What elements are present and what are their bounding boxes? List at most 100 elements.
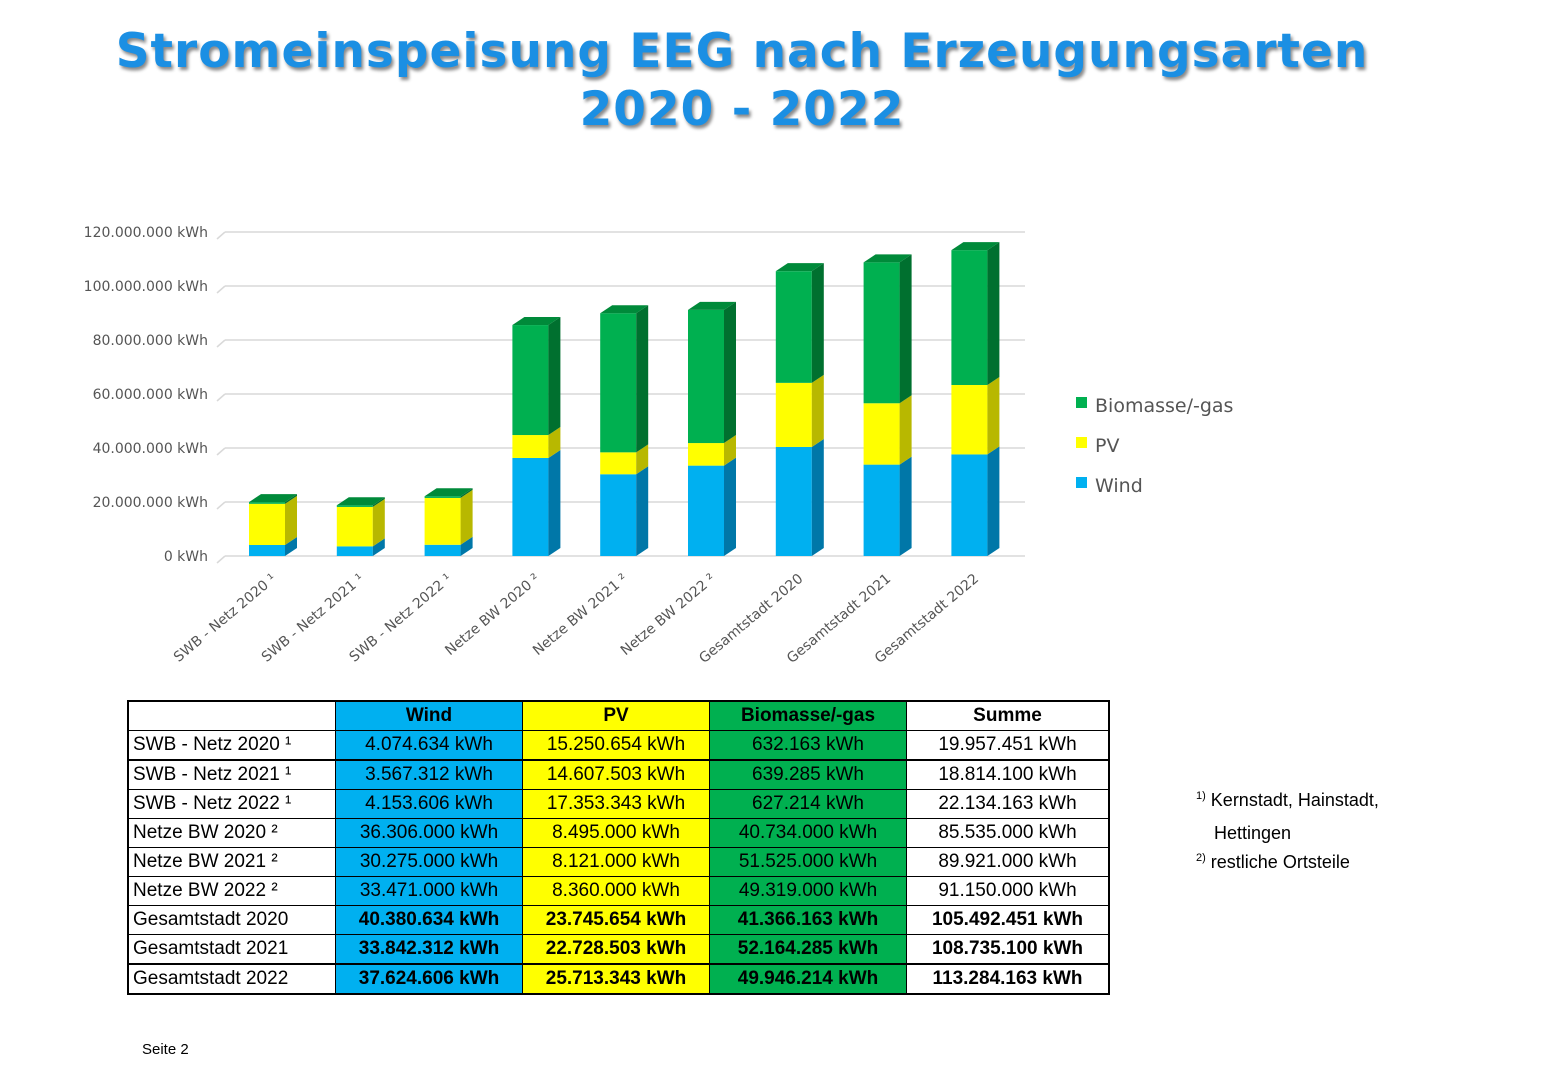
footnote-1-mark: 1) bbox=[1196, 790, 1206, 802]
gridline-depth bbox=[216, 285, 226, 294]
y-tick-label: 40.000.000 kWh bbox=[93, 441, 208, 457]
bar-side bbox=[372, 498, 385, 547]
bar-top bbox=[775, 263, 824, 272]
bar-top bbox=[249, 494, 297, 503]
table-cell: 52.164.285 kWh bbox=[709, 934, 907, 965]
gridline-depth bbox=[216, 393, 226, 402]
table-row: SWB - Netz 2022 ¹ 4.153.606 kWh 17.353.343… bbox=[127, 789, 1110, 819]
bar-top bbox=[512, 317, 561, 326]
column-header: Wind bbox=[335, 700, 523, 731]
column-header: Biomasse/-gas bbox=[709, 700, 907, 731]
bar-wind-segment bbox=[249, 544, 285, 556]
bar-side bbox=[285, 495, 297, 545]
table-cell: 25.713.343 kWh bbox=[522, 963, 710, 995]
y-tick-label: 0 kWh bbox=[164, 549, 208, 565]
table-cell: 108.735.100 kWh bbox=[906, 934, 1110, 965]
legend-swatch bbox=[1076, 477, 1087, 488]
row-label: Gesamtstadt 2020 bbox=[127, 905, 336, 935]
gridline-depth bbox=[216, 231, 226, 240]
bar-side bbox=[548, 427, 561, 458]
table-cell: 30.275.000 kWh bbox=[335, 847, 523, 877]
bar-wind-segment bbox=[863, 464, 900, 556]
bar-side bbox=[987, 376, 1000, 455]
bar-pv-segment bbox=[424, 497, 461, 545]
legend-swatch bbox=[1076, 437, 1087, 448]
table-cell: 17.353.343 kWh bbox=[522, 789, 710, 819]
footnote-2: 2) restliche Ortsteile bbox=[1196, 852, 1350, 873]
table-cell: 40.734.000 kWh bbox=[709, 818, 907, 848]
x-tick-label: Netze BW 2022 ² bbox=[618, 571, 719, 659]
bar-wind-segment bbox=[600, 474, 637, 556]
bar-biomassegas-segment bbox=[600, 313, 637, 453]
table-cell: 36.306.000 kWh bbox=[335, 818, 523, 848]
bar-side bbox=[899, 254, 912, 404]
y-tick-label: 100.000.000 kWh bbox=[84, 279, 208, 295]
table-cell: 627.214 kWh bbox=[709, 789, 907, 819]
table-cell: 8.121.000 kWh bbox=[522, 847, 710, 877]
stacked-bar-chart: 0 kWh 20.000.000 kWh 40.000.000 kWh 60.000.… bbox=[84, 225, 1234, 667]
bar-side bbox=[636, 444, 649, 475]
bar-pv-segment bbox=[688, 443, 724, 466]
page-label: Seite 2 bbox=[142, 1041, 189, 1058]
table-cell: 8.495.000 kWh bbox=[522, 818, 710, 848]
table-cell: 22.134.163 kWh bbox=[906, 789, 1110, 819]
table-cell: 49.946.214 kWh bbox=[709, 963, 907, 995]
title-line-2: 2020 - 2022 bbox=[579, 82, 905, 137]
row-label: Gesamtstadt 2022 bbox=[127, 963, 336, 995]
table-cell: 632.163 kWh bbox=[709, 730, 907, 761]
bar-side bbox=[636, 305, 649, 453]
bar-side bbox=[548, 449, 561, 556]
bar-side bbox=[987, 446, 1000, 556]
footnote-2-mark: 2) bbox=[1196, 852, 1206, 864]
table-cell: 51.525.000 kWh bbox=[709, 847, 907, 877]
column-header: Summe bbox=[906, 700, 1110, 731]
bar-side bbox=[460, 488, 473, 498]
table-row: SWB - Netz 2020 ¹ 4.074.634 kWh 15.250.654… bbox=[127, 730, 1110, 761]
footnote-1-cont: Hettingen bbox=[1214, 823, 1292, 843]
y-tick-label: 60.000.000 kWh bbox=[93, 387, 208, 403]
row-label: SWB - Netz 2022 ¹ bbox=[127, 789, 336, 819]
gridline-depth bbox=[216, 501, 226, 510]
table-row: Netze BW 2020 ² 36.306.000 kWh 8.495.000 k… bbox=[127, 818, 1110, 848]
title-line-1: Stromeinspeisung EEG nach Erzeugungsarte… bbox=[115, 24, 1369, 79]
bar-side bbox=[372, 538, 385, 556]
table-cell: 22.728.503 kWh bbox=[522, 934, 710, 965]
bar-biomassegas-segment bbox=[512, 325, 549, 436]
column-header: PV bbox=[522, 700, 710, 731]
table-cell: 85.535.000 kWh bbox=[906, 818, 1110, 848]
bar-biomassegas-segment bbox=[424, 496, 461, 498]
table-cell: 8.360.000 kWh bbox=[522, 876, 710, 906]
table-row: Gesamtstadt 2021 33.842.312 kWh 22.728.503… bbox=[127, 934, 1110, 965]
y-tick-label: 120.000.000 kWh bbox=[84, 225, 208, 241]
table-cell: 3.567.312 kWh bbox=[335, 759, 523, 790]
table-cell: 33.842.312 kWh bbox=[335, 934, 523, 965]
bar-side bbox=[899, 456, 912, 556]
row-label: Netze BW 2021 ² bbox=[127, 847, 336, 877]
table-cell: 41.366.163 kWh bbox=[709, 905, 907, 935]
bar-top bbox=[600, 305, 649, 314]
bar-pv-segment bbox=[512, 435, 549, 458]
table-cell: 49.319.000 kWh bbox=[709, 876, 907, 906]
bar-top bbox=[951, 242, 1000, 251]
table-cell: 105.492.451 kWh bbox=[906, 905, 1110, 935]
table-cell: 19.957.451 kWh bbox=[906, 730, 1110, 761]
bar-top bbox=[688, 301, 736, 310]
table-cell: 113.284.163 kWh bbox=[906, 963, 1110, 995]
footnote-2-text: restliche Ortsteile bbox=[1210, 852, 1350, 872]
y-tick-label: 80.000.000 kWh bbox=[93, 333, 208, 349]
bar-side bbox=[724, 457, 736, 556]
bar-top bbox=[424, 488, 473, 497]
data-table: Wind PV Biomasse/-gas Summe SWB - Netz 2020… bbox=[127, 700, 1110, 995]
bar-side bbox=[548, 317, 561, 436]
table-row: Gesamtstadt 2022 37.624.606 kWh 25.713.343… bbox=[127, 963, 1110, 995]
table-row: Netze BW 2021 ² 30.275.000 kWh 8.121.000 k… bbox=[127, 847, 1110, 877]
bar-side bbox=[811, 438, 824, 556]
bar-wind-segment bbox=[775, 446, 812, 556]
row-label: SWB - Netz 2021 ¹ bbox=[127, 759, 336, 790]
table-row: Gesamtstadt 2020 40.380.634 kWh 23.745.654… bbox=[127, 905, 1110, 935]
bar-wind-segment bbox=[336, 546, 373, 556]
bar-pv-segment bbox=[863, 403, 900, 465]
bar-pv-segment bbox=[775, 382, 812, 447]
column-header bbox=[127, 700, 336, 731]
bar-wind-segment bbox=[424, 544, 461, 556]
